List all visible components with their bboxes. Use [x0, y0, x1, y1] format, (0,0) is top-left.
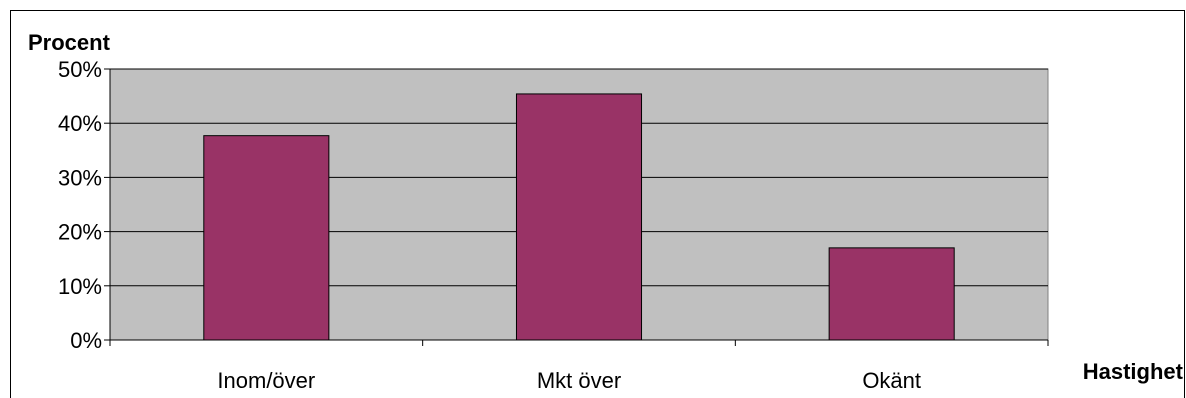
- chart-frame: [10, 10, 1185, 398]
- y-tick-label: 30%: [58, 165, 102, 190]
- x-axis: Inom/över Mkt över Okänt: [109, 339, 1049, 393]
- y-axis-title: Procent: [28, 30, 111, 55]
- bar: [828, 247, 955, 341]
- y-axis-ticks: 0% 10% 20% 30% 40% 50%: [58, 57, 111, 353]
- bar: [515, 93, 643, 341]
- y-tick-label: 0%: [70, 328, 102, 353]
- x-tick-label: Inom/över: [217, 368, 315, 393]
- bars: [203, 93, 955, 341]
- y-tick-label: 40%: [58, 111, 102, 136]
- y-tick-label: 50%: [58, 57, 102, 82]
- bar: [203, 135, 330, 341]
- y-tick-label: 20%: [58, 220, 102, 245]
- x-tick-label: Mkt över: [537, 368, 621, 393]
- x-axis-title: Hastighet: [1083, 359, 1184, 384]
- y-tick-label: 10%: [58, 274, 102, 299]
- x-tick-label: Okänt: [862, 368, 921, 393]
